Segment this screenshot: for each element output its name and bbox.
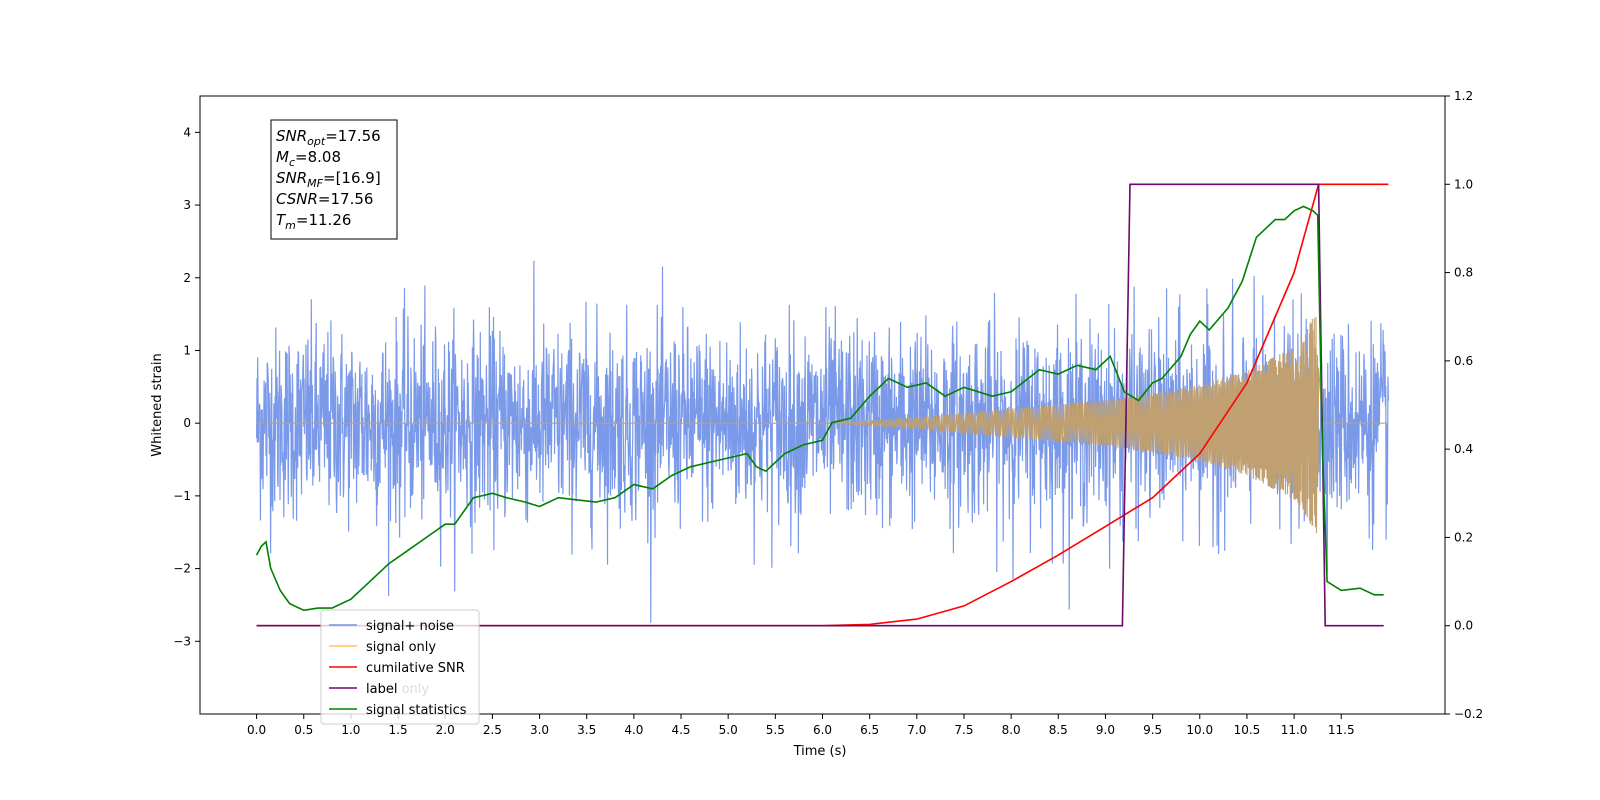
x-tick-label: 4.0 — [624, 723, 643, 737]
x-tick-label: 5.5 — [766, 723, 785, 737]
x-tick-label: 2.5 — [483, 723, 502, 737]
y-axis-right: −0.2 0.0 0.2 0.4 0.6 0.8 1.0 1.2 — [1445, 89, 1483, 721]
x-tick-label: 7.5 — [954, 723, 973, 737]
y-tick-label: 2 — [183, 271, 191, 285]
y2-tick-label: 0.0 — [1454, 619, 1473, 633]
x-tick-label: 11.0 — [1281, 723, 1308, 737]
y-tick-label: 3 — [183, 198, 191, 212]
y-tick-label: −1 — [173, 489, 191, 503]
series-signal-only — [256, 316, 1389, 534]
x-tick-label: 3.5 — [577, 723, 596, 737]
info-line: Tm=11.26 — [276, 211, 351, 232]
info-box-frame — [270, 119, 398, 240]
legend-label: signal statistics — [366, 703, 467, 718]
x-tick-label: 1.5 — [389, 723, 408, 737]
info-line: SNRMF=[16.9] — [276, 169, 381, 190]
series-cumilative-snr — [256, 183, 1389, 627]
series-signal-statistics — [255, 205, 1384, 612]
x-tick-label: 10.5 — [1234, 723, 1261, 737]
x-tick-label: 10.0 — [1186, 723, 1213, 737]
legend-label: signal+ noise — [366, 619, 454, 634]
legend-label: cumilative SNR — [366, 661, 465, 676]
x-axis: 0.0 0.5 1.0 1.5 2.0 2.5 3.0 3.5 4.0 4.5 5.0 5.5 6.0 6… — [247, 714, 1355, 737]
x-axis-title: Time (s) — [793, 744, 847, 759]
x-tick-label: 6.5 — [860, 723, 879, 737]
plot-series — [255, 183, 1389, 627]
y2-tick-label: 1.2 — [1454, 89, 1473, 103]
y-axis-left: −3 −2 −1 0 1 2 3 4 — [173, 125, 200, 648]
legend-label: signal only — [366, 640, 436, 655]
y2-tick-label: 0.6 — [1454, 354, 1473, 368]
x-tick-label: 9.0 — [1096, 723, 1115, 737]
x-tick-label: 4.5 — [671, 723, 690, 737]
x-tick-label: 3.0 — [530, 723, 549, 737]
x-tick-label: 8.0 — [1002, 723, 1021, 737]
x-tick-label: 8.5 — [1049, 723, 1068, 737]
y2-tick-label: 1.0 — [1454, 177, 1473, 191]
y2-tick-label: 0.8 — [1454, 266, 1473, 280]
x-tick-label: 6.0 — [813, 723, 832, 737]
y-tick-label: 4 — [183, 125, 191, 139]
legend-frame — [320, 609, 480, 725]
info-line: SNRopt=17.56 — [276, 127, 381, 148]
x-tick-label: 2.0 — [436, 723, 455, 737]
parameter-info-box: SNRopt=17.56Mc=8.08SNRMF=[16.9]CSNR=17.5… — [270, 119, 398, 240]
y2-tick-label: 0.4 — [1454, 442, 1473, 456]
x-tick-label: 1.0 — [341, 723, 360, 737]
y-tick-label: −3 — [173, 634, 191, 648]
info-line: Mc=8.08 — [276, 148, 341, 169]
x-tick-label: 11.5 — [1328, 723, 1355, 737]
info-line: CSNR=17.56 — [276, 190, 373, 208]
y-tick-label: 1 — [183, 343, 191, 357]
x-tick-label: 5.0 — [719, 723, 738, 737]
x-tick-label: 9.5 — [1143, 723, 1162, 737]
x-tick-label: 0.5 — [294, 723, 313, 737]
y2-tick-label: 0.2 — [1454, 530, 1473, 544]
x-tick-label: 0.0 — [247, 723, 266, 737]
x-tick-label: 7.0 — [907, 723, 926, 737]
y-tick-label: 0 — [183, 416, 191, 430]
y-tick-label: −2 — [173, 562, 191, 576]
series-label — [256, 183, 1384, 627]
y2-tick-label: −0.2 — [1454, 707, 1483, 721]
legend-label: label — [366, 682, 397, 697]
y-axis-title: Whitened strain — [150, 353, 165, 456]
